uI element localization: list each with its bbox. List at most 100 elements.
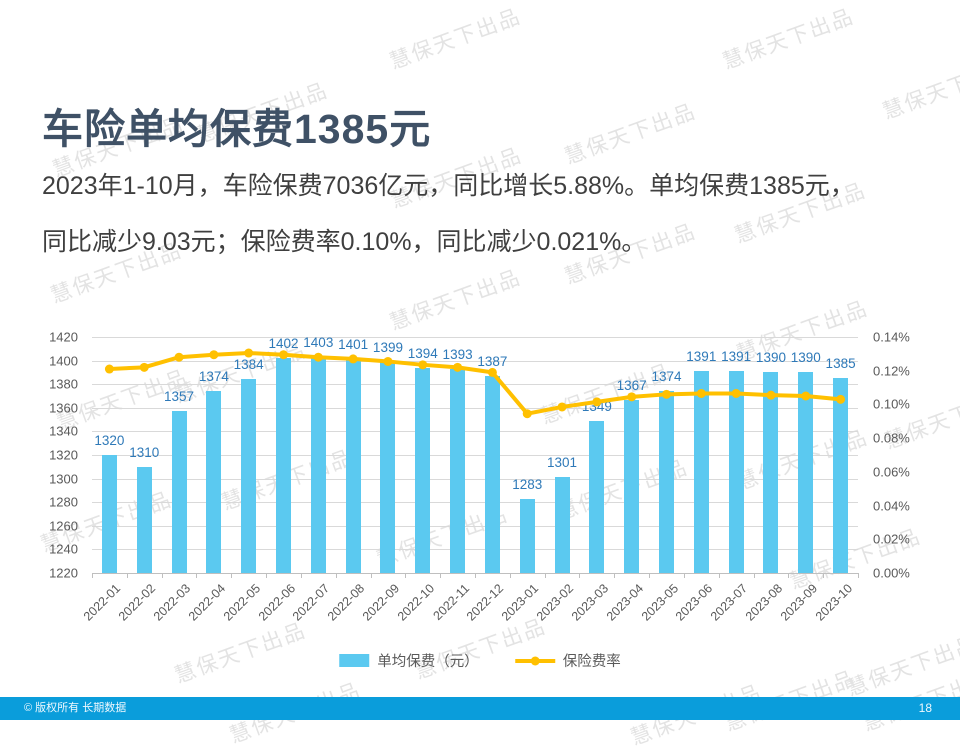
left-axis-tick: 1280 xyxy=(49,494,78,510)
bar-data-label: 1283 xyxy=(512,476,543,492)
line-swatch-icon xyxy=(514,656,555,665)
bar-swatch-icon xyxy=(339,654,370,667)
bar xyxy=(554,477,570,573)
intro-line-1: 2023年1-10月，车险保费7036亿元，同比增长5.88%。单均保费1385… xyxy=(42,172,855,200)
line-point-marker xyxy=(836,394,846,404)
gridline xyxy=(92,478,858,480)
x-axis-tick xyxy=(266,573,268,578)
gridline xyxy=(92,360,858,362)
x-axis-tick xyxy=(509,573,511,578)
left-axis-tick: 1420 xyxy=(49,329,78,345)
bar-data-label: 1385 xyxy=(825,356,856,372)
bar xyxy=(728,371,744,573)
x-axis-tick xyxy=(405,573,407,578)
line-point-marker xyxy=(174,352,184,362)
left-axis-tick: 1220 xyxy=(49,565,78,581)
bar-data-label: 1301 xyxy=(547,455,578,471)
line-point-marker xyxy=(766,390,776,400)
line-point-marker xyxy=(139,362,149,372)
line-point-marker xyxy=(313,352,323,362)
chart-legend: 单均保费（元） 保险费率 xyxy=(339,650,621,671)
bar xyxy=(310,357,326,573)
bar xyxy=(241,379,257,573)
left-axis-tick: 1400 xyxy=(49,353,78,369)
gridline xyxy=(92,549,858,551)
gridline xyxy=(92,407,858,409)
line-point-marker xyxy=(557,402,567,412)
line-point-marker xyxy=(383,356,393,366)
line-point-marker xyxy=(244,348,254,358)
gridline xyxy=(92,431,858,433)
bar-data-label: 1401 xyxy=(338,337,369,353)
bar-data-label: 1384 xyxy=(233,357,264,373)
bar xyxy=(276,358,291,573)
x-axis-tick xyxy=(126,573,128,578)
gridline xyxy=(92,502,858,504)
x-axis-tick xyxy=(335,573,337,578)
x-axis-tick xyxy=(718,573,720,578)
right-axis-tick: 0.00% xyxy=(873,565,910,581)
intro-line-2: 同比减少9.03元；保险费率0.10%，同比减少0.021%。 xyxy=(42,228,647,256)
combo-chart: 1420 1400 1380 1360 1340 1320 1300 1280 1260 1240… xyxy=(49,329,910,624)
bar xyxy=(345,359,361,573)
bar-data-label: 1310 xyxy=(129,444,160,460)
bar xyxy=(450,368,466,573)
right-axis-tick: 0.14% xyxy=(873,329,910,345)
x-axis-tick xyxy=(649,573,651,578)
bar xyxy=(101,455,117,573)
gridline xyxy=(92,337,858,338)
right-axis-tick: 0.04% xyxy=(873,498,910,514)
bar-data-label: 1390 xyxy=(755,350,786,366)
bar xyxy=(589,420,605,573)
x-axis-tick xyxy=(92,573,93,578)
right-axis-tick: 0.12% xyxy=(873,363,910,379)
x-axis-tick xyxy=(753,573,755,578)
bar xyxy=(136,466,152,573)
legend-label-premium: 单均保费（元） xyxy=(377,654,479,670)
line-point-marker xyxy=(801,391,811,401)
bar-data-label: 1394 xyxy=(407,345,438,361)
x-axis-tick xyxy=(475,573,476,578)
bar-data-label: 1391 xyxy=(686,349,717,365)
bar xyxy=(171,411,187,573)
page-number: 18 xyxy=(918,701,932,715)
x-axis-tick xyxy=(370,573,372,578)
x-axis-tick xyxy=(440,573,442,578)
x-axis-tick xyxy=(544,573,546,578)
bar xyxy=(624,399,640,573)
line-marker-icon xyxy=(530,656,540,665)
legend-label-rate: 保险费率 xyxy=(562,654,621,670)
line-point-marker xyxy=(348,354,358,364)
right-axis-tick: 0.06% xyxy=(873,464,910,480)
left-axis-tick: 1340 xyxy=(49,423,78,439)
line-point-marker xyxy=(592,397,602,407)
x-axis-tick xyxy=(823,573,825,578)
line-point-marker xyxy=(209,350,219,360)
x-axis-tick xyxy=(858,573,859,578)
bar-data-label: 1320 xyxy=(94,433,125,448)
left-axis-tick: 1320 xyxy=(49,447,78,463)
line-point-marker xyxy=(487,367,497,377)
bar-data-label: 1357 xyxy=(164,389,195,405)
legend-item-premium: 单均保费（元） xyxy=(339,650,479,671)
right-axis-tick: 0.10% xyxy=(873,396,910,412)
bar xyxy=(798,372,814,573)
bar-data-label: 1403 xyxy=(303,335,334,351)
bar-data-label: 1374 xyxy=(198,369,229,385)
x-axis-tick xyxy=(300,573,302,578)
gridline xyxy=(92,455,858,456)
bar xyxy=(519,498,535,573)
line-point-marker xyxy=(418,360,428,370)
footer-copyright: © 版权所有 长期数据 xyxy=(24,702,127,714)
bar xyxy=(380,361,396,573)
x-axis-tick xyxy=(683,573,685,578)
x-axis-tick xyxy=(614,573,616,578)
bar xyxy=(833,378,849,573)
x-axis-tick xyxy=(196,573,198,578)
footer-bar: © 版权所有 长期数据 18 xyxy=(0,697,960,720)
slide: { "page": { "title": "车险单均保费1385元", "wat… xyxy=(0,5,960,750)
bar-data-label: 1393 xyxy=(442,346,473,362)
line-point-marker xyxy=(696,388,706,398)
bar-data-label: 1387 xyxy=(477,353,508,369)
line-point-marker xyxy=(453,362,463,372)
